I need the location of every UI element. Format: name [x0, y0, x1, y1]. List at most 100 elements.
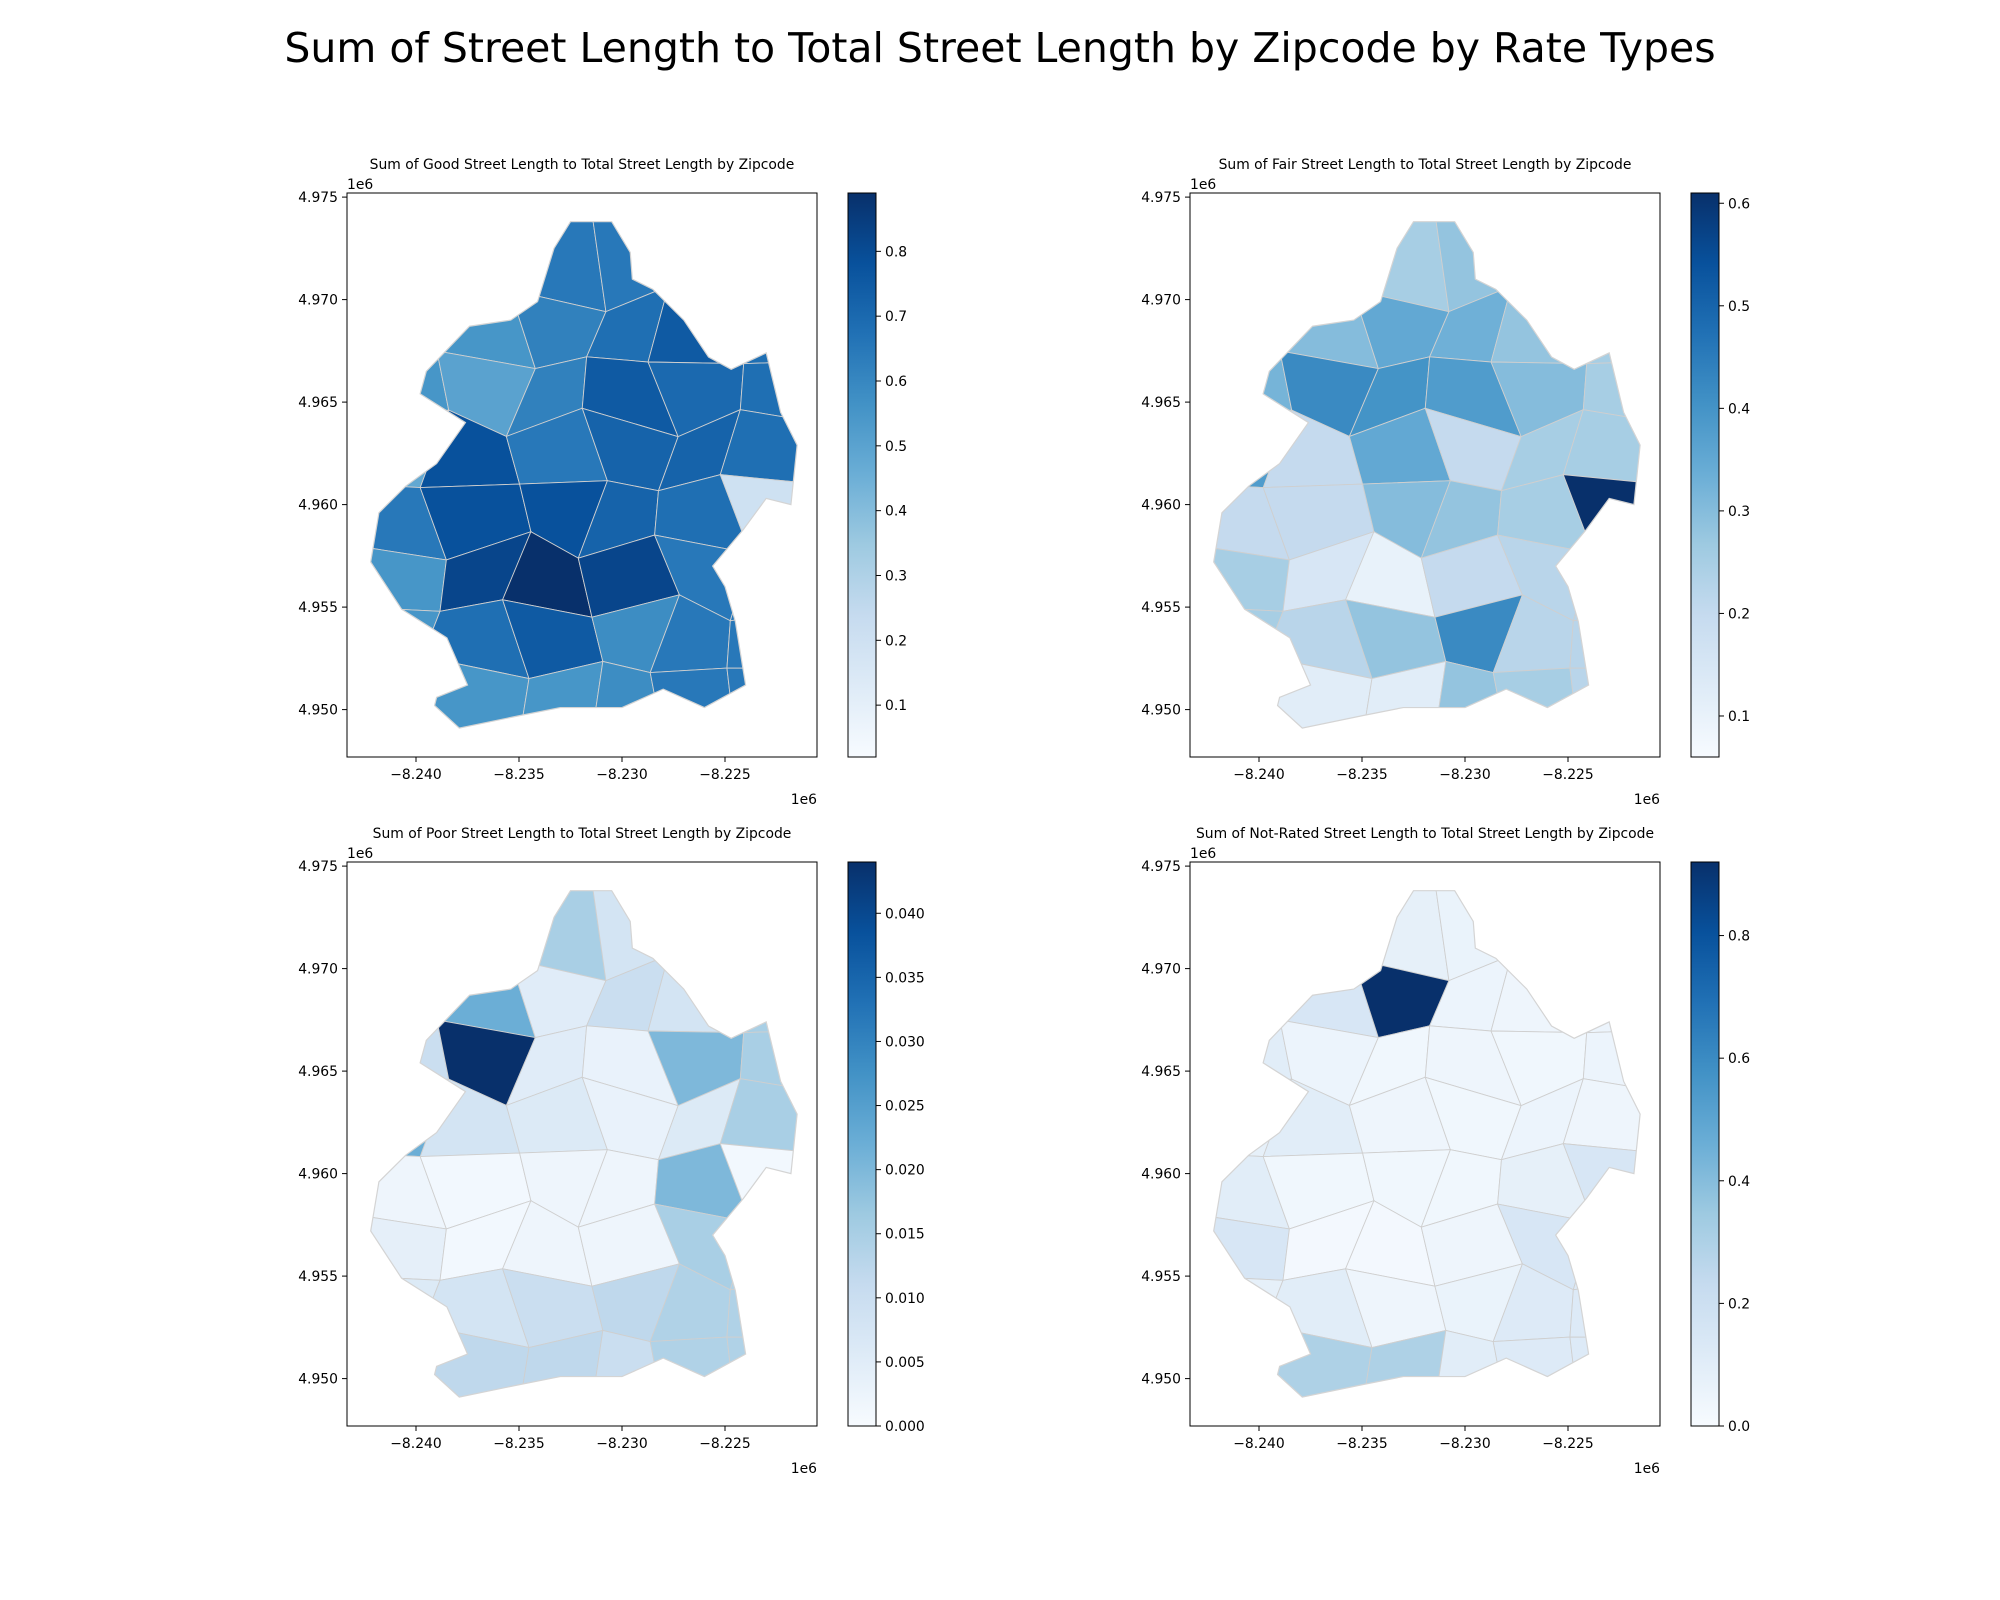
colorbar-tick-label: 0.0 [1728, 1419, 1750, 1435]
y-tick-label: 4.955 [298, 600, 338, 616]
zipcode-region [729, 545, 798, 622]
y-tick-label: 4.950 [298, 1372, 338, 1388]
zipcode-region [718, 299, 798, 365]
borough-outline [1213, 890, 1641, 1398]
y-tick-label: 4.975 [1141, 859, 1181, 875]
zipcode-region [1266, 221, 1363, 308]
x-tick-label: −8.235 [493, 1436, 544, 1452]
zipcode-region [718, 221, 798, 315]
y-tick-label: 4.960 [298, 498, 338, 514]
x-tick-label: −8.230 [1439, 767, 1490, 783]
y-tick-label: 4.950 [1141, 703, 1181, 719]
colorbar-tick-label: 0.5 [885, 439, 907, 455]
y-tick-label: 4.970 [298, 962, 338, 978]
y-tick-label: 4.960 [1141, 498, 1181, 514]
colorbar-tick-label: 0.4 [1728, 1174, 1750, 1190]
colorbar-tick-label: 0.8 [1728, 929, 1750, 945]
zipcode-region [726, 667, 798, 729]
axes-frame [1189, 861, 1661, 1427]
zipcode-region [726, 1336, 798, 1398]
zipcode-region [370, 1275, 441, 1339]
subplot-title: Sum of Fair Street Length to Total Stree… [1219, 157, 1632, 173]
y-offset-label: 1e6 [347, 177, 373, 193]
figure-title: Sum of Street Length to Total Street Len… [284, 24, 1716, 72]
colorbar-tick-label: 0.2 [885, 633, 907, 649]
zipcode-region [726, 606, 798, 670]
x-tick-label: −8.225 [699, 767, 750, 783]
zipcode-region [1569, 606, 1641, 670]
y-tick-label: 4.970 [1141, 293, 1181, 309]
zipcode-region [1213, 1275, 1284, 1339]
zipcode-region [370, 606, 441, 670]
colorbar-tick-label: 0.6 [1728, 1051, 1750, 1067]
colorbar-tick-label: 0.020 [885, 1163, 925, 1179]
colorbar-tick-label: 0.7 [885, 309, 907, 325]
zipcode-region [370, 221, 438, 308]
zipcode-region [1352, 221, 1450, 313]
zipcode-region [370, 350, 450, 424]
x-tick-label: −8.225 [1542, 767, 1593, 783]
colorbar-tick-label: 0.1 [1728, 709, 1750, 725]
colorbar-tick-label: 0.6 [885, 374, 907, 390]
x-offset-label: 1e6 [791, 1461, 817, 1477]
choropleth-map [370, 221, 798, 729]
colorbar-tick-label: 0.6 [1728, 196, 1750, 212]
colorbar-tick-label: 0.3 [1728, 504, 1750, 520]
zipcode-region [662, 890, 736, 984]
zipcode-region [726, 1275, 798, 1339]
zipcode-region [1569, 667, 1641, 729]
zipcode-region [649, 1336, 736, 1398]
colorbar-tick-label: 0.000 [885, 1419, 925, 1435]
colorbar-tick-label: 0.2 [1728, 606, 1750, 622]
subplot-1: Sum of Good Street Length to Total Stree… [298, 157, 907, 808]
subplot-3: Sum of Poor Street Length to Total Stree… [298, 826, 925, 1477]
x-offset-label: 1e6 [1634, 1461, 1660, 1477]
subplot-title: Sum of Poor Street Length to Total Stree… [373, 826, 792, 842]
x-tick-label: −8.230 [596, 767, 647, 783]
zipcode-region [662, 221, 736, 315]
zipcode-region [1572, 1214, 1641, 1291]
colorbar-tick-label: 0.040 [885, 906, 925, 922]
x-tick-label: −8.240 [390, 767, 441, 783]
y-offset-label: 1e6 [1190, 846, 1216, 862]
y-tick-label: 4.975 [298, 859, 338, 875]
zipcode-region [370, 655, 438, 729]
zipcode-region [649, 667, 736, 729]
zipcode-region [1492, 667, 1579, 729]
zipcode-region [1213, 1324, 1281, 1398]
y-tick-label: 4.970 [1141, 962, 1181, 978]
colorbar-tick-label: 0.035 [885, 970, 925, 986]
x-tick-label: −8.225 [1542, 1436, 1593, 1452]
y-tick-label: 4.950 [1141, 1372, 1181, 1388]
zipcode-region [1561, 890, 1641, 984]
borough-outline [1213, 221, 1641, 729]
colorbar [847, 192, 877, 758]
y-offset-label: 1e6 [1190, 177, 1216, 193]
zipcode-region [1213, 890, 1281, 977]
zipcode-region [370, 890, 438, 977]
colorbar [1690, 861, 1720, 1427]
borough-outline [370, 890, 798, 1398]
zipcode-region [1505, 890, 1579, 984]
x-tick-label: −8.235 [1336, 767, 1387, 783]
zipcode-region [1490, 954, 1588, 1034]
zipcode-region [1213, 606, 1284, 670]
zipcode-region [423, 890, 520, 977]
zipcode-region [423, 221, 520, 308]
y-tick-label: 4.960 [1141, 1167, 1181, 1183]
x-tick-label: −8.230 [596, 1436, 647, 1452]
zipcode-region [1561, 221, 1641, 315]
colorbar [847, 861, 877, 1427]
subplot-2: Sum of Fair Street Length to Total Stree… [1141, 157, 1750, 808]
zipcode-region [647, 285, 745, 365]
zipcode-region [1569, 1275, 1641, 1339]
y-tick-label: 4.955 [1141, 600, 1181, 616]
colorbar-tick-label: 0.005 [885, 1355, 925, 1371]
y-tick-label: 4.965 [298, 395, 338, 411]
y-tick-label: 4.950 [298, 703, 338, 719]
colorbar-tick-label: 0.5 [1728, 299, 1750, 315]
zipcode-region [370, 1019, 450, 1093]
zipcode-region [1505, 221, 1579, 315]
colorbar-tick-label: 0.4 [1728, 401, 1750, 417]
